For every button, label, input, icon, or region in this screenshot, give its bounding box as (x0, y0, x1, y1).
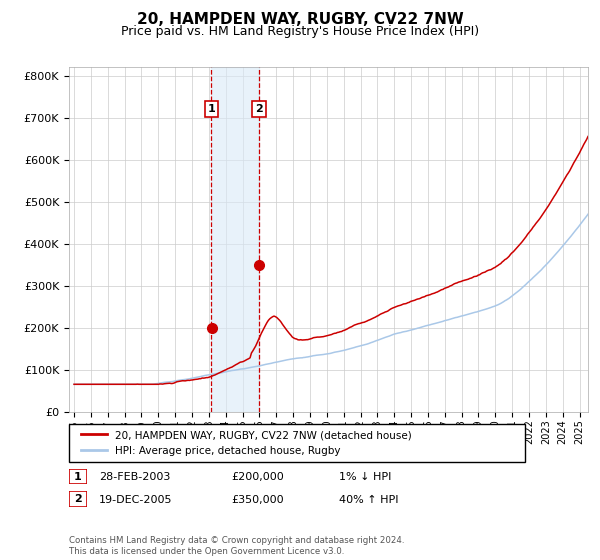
Text: 2: 2 (74, 494, 82, 504)
FancyBboxPatch shape (69, 424, 525, 462)
Text: 2: 2 (255, 104, 263, 114)
Text: £200,000: £200,000 (231, 472, 284, 482)
FancyBboxPatch shape (69, 491, 87, 507)
Text: 19-DEC-2005: 19-DEC-2005 (99, 494, 173, 505)
Text: 40% ↑ HPI: 40% ↑ HPI (339, 494, 398, 505)
Text: Contains HM Land Registry data © Crown copyright and database right 2024.
This d: Contains HM Land Registry data © Crown c… (69, 536, 404, 556)
Bar (211, 67, 259, 412)
Text: 20, HAMPDEN WAY, RUGBY, CV22 7NW: 20, HAMPDEN WAY, RUGBY, CV22 7NW (137, 12, 463, 27)
Text: £350,000: £350,000 (231, 494, 284, 505)
Text: 28-FEB-2003: 28-FEB-2003 (99, 472, 170, 482)
Text: 1% ↓ HPI: 1% ↓ HPI (339, 472, 391, 482)
FancyBboxPatch shape (69, 469, 87, 484)
Text: Price paid vs. HM Land Registry's House Price Index (HPI): Price paid vs. HM Land Registry's House … (121, 25, 479, 38)
Text: 1: 1 (208, 104, 215, 114)
Text: 1: 1 (74, 472, 82, 482)
Legend: 20, HAMPDEN WAY, RUGBY, CV22 7NW (detached house), HPI: Average price, detached : 20, HAMPDEN WAY, RUGBY, CV22 7NW (detach… (77, 426, 416, 460)
